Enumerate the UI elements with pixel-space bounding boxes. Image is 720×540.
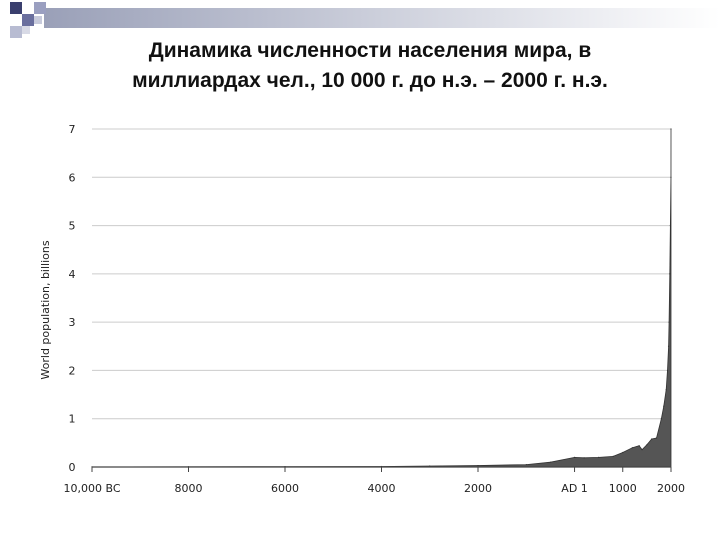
data-point bbox=[598, 456, 600, 458]
y-tick-label: 6 bbox=[69, 171, 76, 184]
series-area bbox=[91, 128, 672, 468]
x-tick-labels: 10,000 BC 8000 6000 4000 2000 AD 1 1000 2000 bbox=[63, 482, 685, 495]
data-point bbox=[670, 128, 672, 130]
data-point bbox=[667, 345, 670, 347]
y-tick-label: 1 bbox=[69, 413, 76, 426]
data-point bbox=[669, 224, 671, 227]
y-tick-label: 7 bbox=[69, 123, 76, 136]
y-tick-labels: 0 1 2 3 4 5 6 7 bbox=[69, 123, 76, 474]
x-tick-label: 1000 bbox=[609, 482, 637, 495]
y-tick-label: 5 bbox=[69, 220, 76, 233]
data-point bbox=[663, 405, 665, 407]
data-point bbox=[670, 176, 672, 178]
x-tick-label: 2000 bbox=[657, 482, 685, 495]
data-point bbox=[641, 449, 643, 451]
y-axis-title: World population, billions bbox=[39, 240, 52, 379]
deco-square bbox=[10, 26, 22, 38]
data-point bbox=[612, 455, 614, 457]
data-point bbox=[631, 447, 634, 449]
data-point bbox=[651, 438, 653, 440]
deco-square bbox=[10, 2, 22, 14]
population-area bbox=[91, 128, 672, 468]
x-tick-label: 4000 bbox=[368, 482, 396, 495]
x-tick-label: 2000 bbox=[464, 482, 492, 495]
x-tick-label: 8000 bbox=[175, 482, 203, 495]
data-point bbox=[622, 451, 624, 454]
deco-square bbox=[22, 14, 34, 26]
data-point bbox=[655, 437, 658, 439]
y-tick-label: 4 bbox=[69, 268, 76, 281]
y-tick-label: 3 bbox=[69, 316, 76, 329]
deco-square bbox=[22, 26, 30, 34]
y-tick-label: 0 bbox=[69, 461, 76, 474]
data-point bbox=[573, 456, 576, 458]
decorative-squares bbox=[10, 2, 720, 38]
data-point bbox=[646, 444, 648, 446]
data-point bbox=[665, 389, 667, 391]
title-line-2: миллиардах чел., 10 000 г. до н.э. – 200… bbox=[132, 69, 608, 92]
grid-lines bbox=[92, 128, 671, 420]
header-gradient-bar bbox=[44, 8, 720, 28]
data-point bbox=[666, 369, 669, 372]
x-tick-label: 10,000 BC bbox=[63, 482, 120, 495]
data-point bbox=[668, 321, 670, 323]
data-point bbox=[477, 464, 479, 467]
title-line-1: Динамика численности населения мира, в bbox=[148, 39, 592, 62]
data-point bbox=[549, 461, 551, 463]
data-point bbox=[638, 445, 640, 447]
deco-square bbox=[34, 16, 42, 24]
data-point bbox=[660, 418, 662, 420]
data-point bbox=[669, 273, 671, 275]
data-point bbox=[429, 465, 431, 467]
slide-title: Динамика численности населения мира, в м… bbox=[60, 36, 680, 96]
x-tick-label: AD 1 bbox=[561, 482, 588, 495]
y-tick-label: 2 bbox=[69, 364, 76, 377]
axes bbox=[91, 466, 672, 472]
data-point bbox=[583, 457, 585, 459]
x-tick-label: 6000 bbox=[271, 482, 299, 495]
deco-square bbox=[34, 2, 46, 14]
data-point bbox=[525, 463, 527, 466]
